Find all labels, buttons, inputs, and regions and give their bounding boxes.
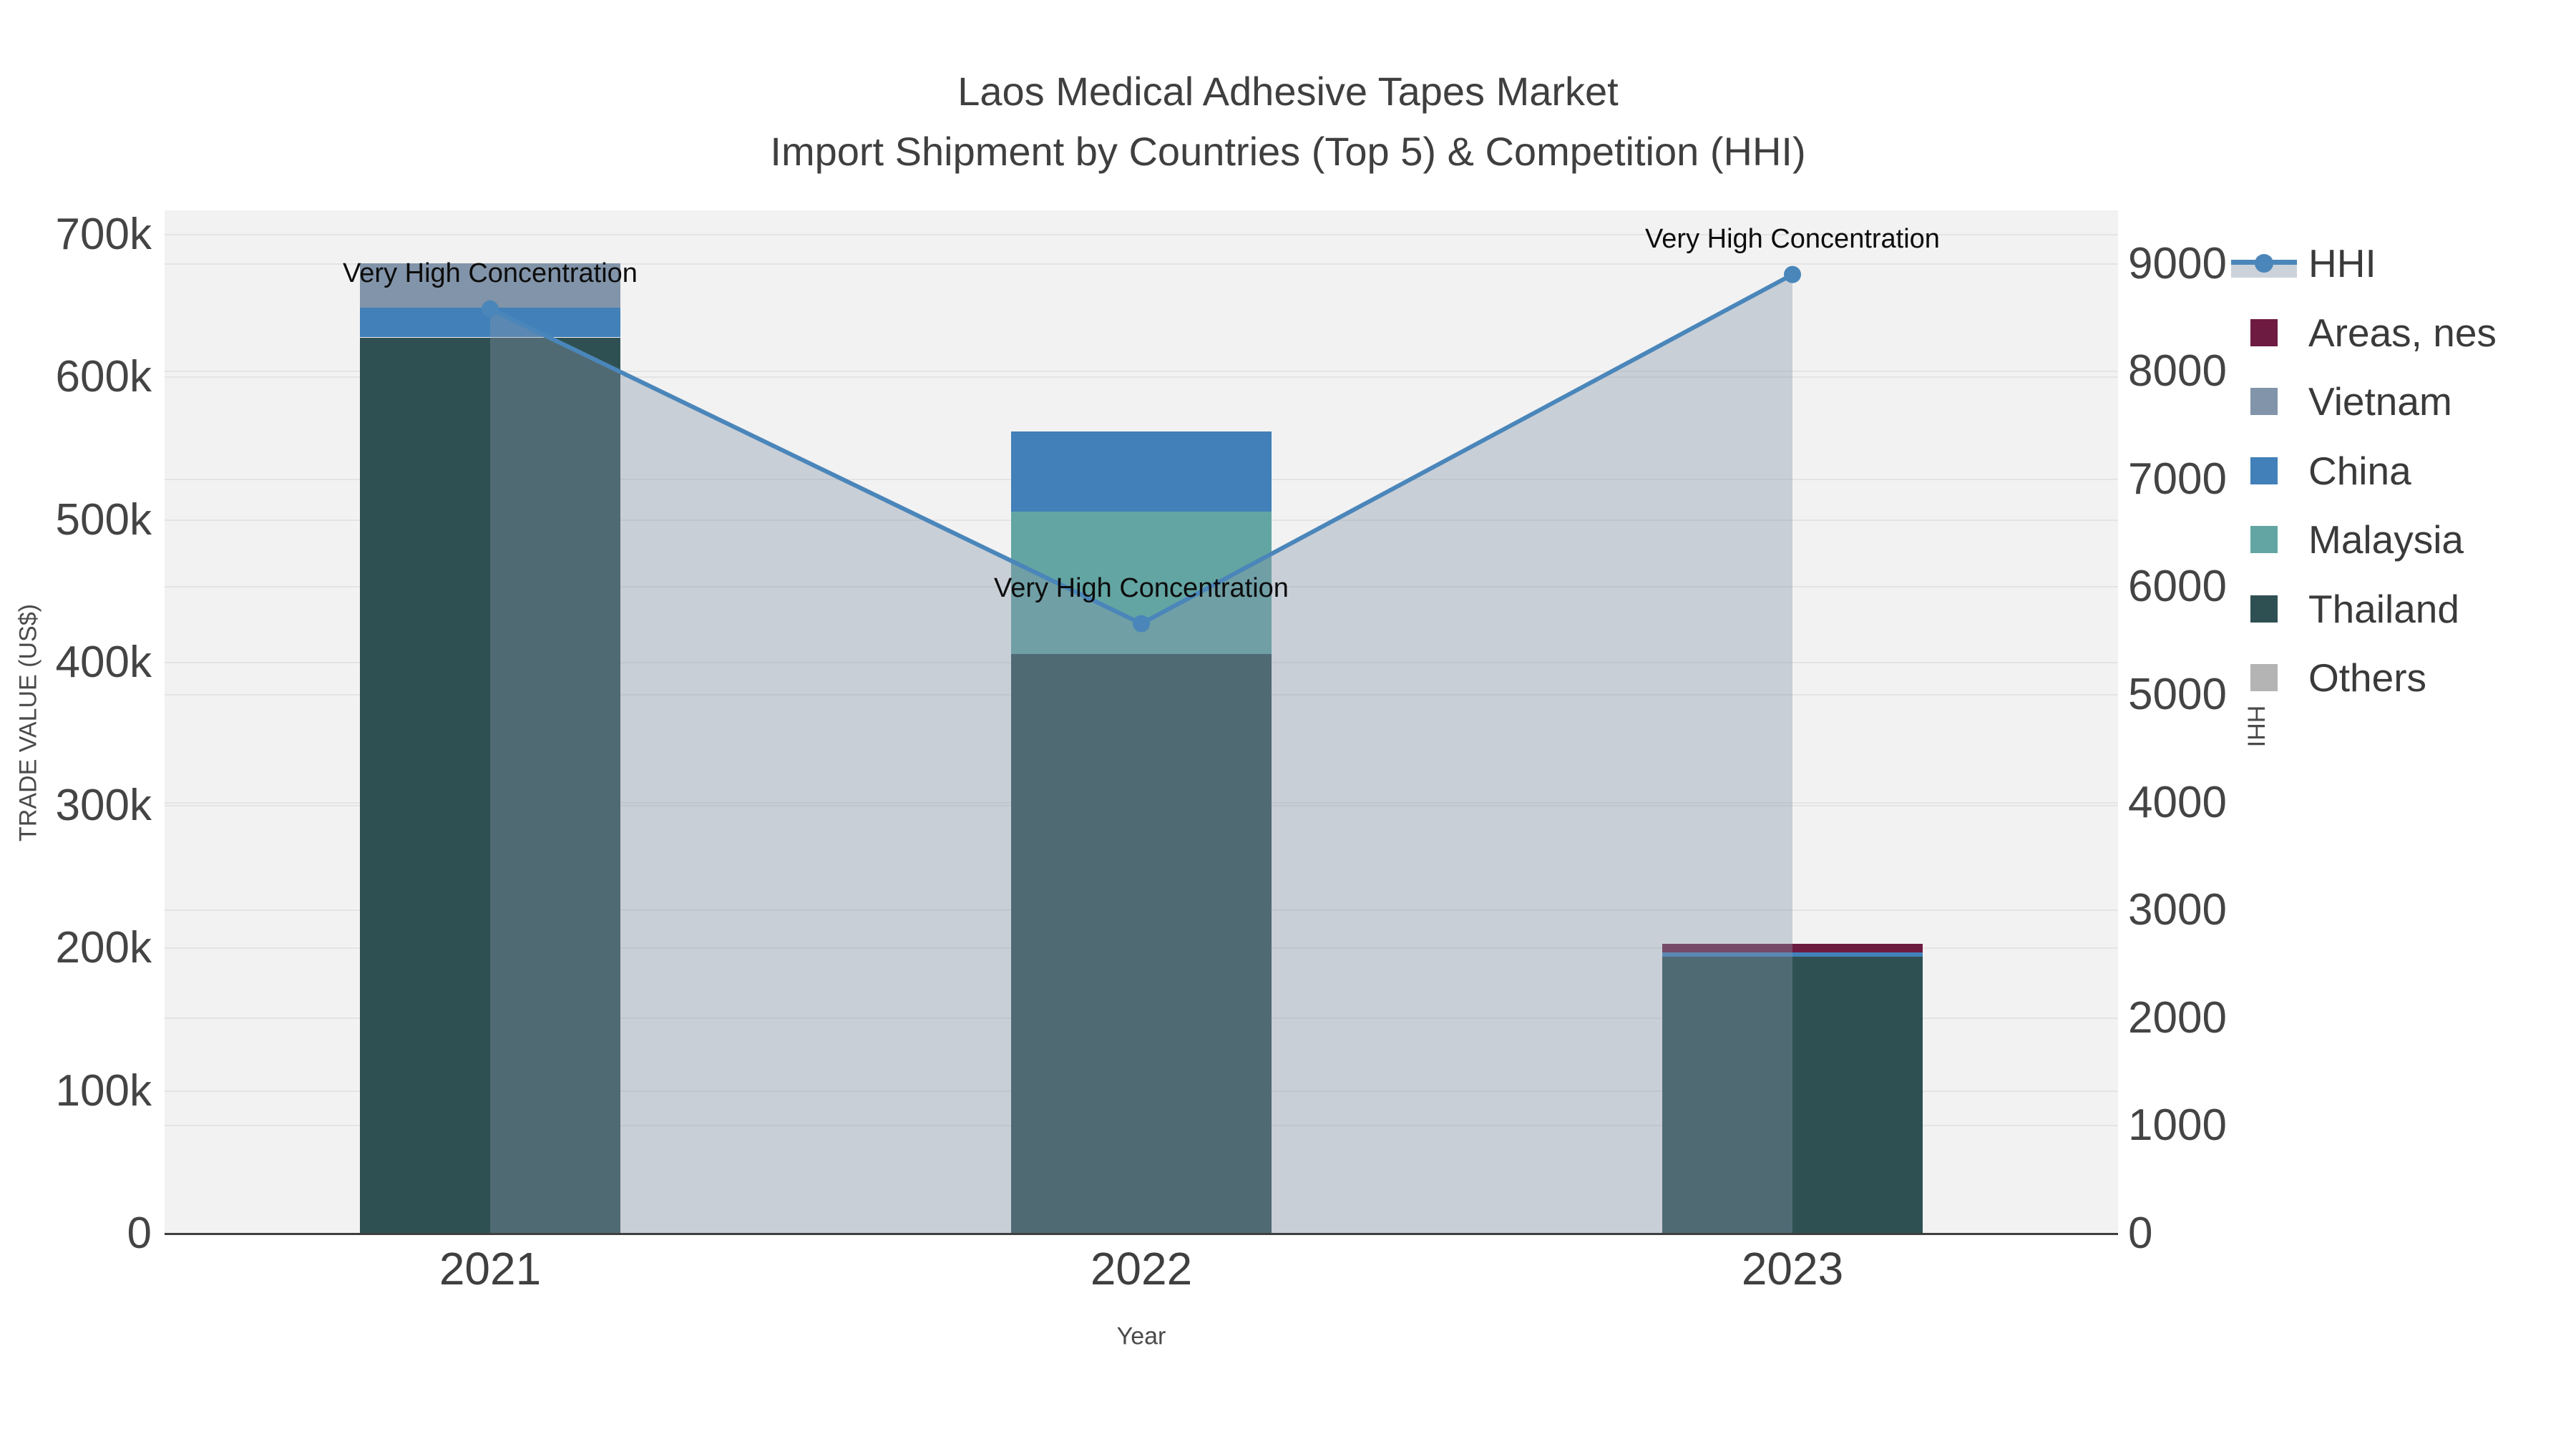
hhi-marker-2022[interactable] [1133, 615, 1150, 633]
hhi-line-layer [482, 265, 1801, 1234]
bar-segment-2022-china[interactable] [1011, 431, 1272, 512]
legend-square-swatch [2250, 526, 2278, 553]
legend-item-china[interactable]: China [2231, 436, 2411, 505]
x-tick-2021: 2021 [439, 1243, 542, 1294]
y2-tick-7000: 7000 [2128, 454, 2227, 504]
bar-segment-2021-thailand[interactable] [360, 337, 620, 1234]
annotation-2022: Very High Concentration [994, 572, 1289, 603]
y-tick-300k: 300k [55, 780, 152, 830]
legend-label: Malaysia [2308, 517, 2464, 562]
legend-color-swatch [2231, 589, 2297, 629]
plot-area: Very High Concentration Very High Concent… [165, 210, 2118, 1234]
y-tick-700k: 700k [55, 209, 152, 259]
hhi-marker-2021[interactable] [482, 300, 499, 318]
legend-color-swatch [2231, 451, 2297, 491]
x-axis-line [165, 1233, 2118, 1235]
bar-segment-2021-vietnam[interactable] [360, 263, 620, 308]
y2-tick-0: 0 [2128, 1209, 2153, 1258]
chart-title-line2: Import Shipment by Countries (Top 5) & C… [770, 129, 1806, 174]
gridline [165, 371, 2118, 373]
y2-tick-8000: 8000 [2128, 346, 2227, 396]
hhi-marker-2023[interactable] [1784, 265, 1801, 283]
legend-item-vietnam[interactable]: Vietnam [2231, 367, 2452, 436]
legend-item-thailand[interactable]: Thailand [2231, 575, 2459, 643]
bar-segment-2023-thailand[interactable] [1662, 957, 1923, 1234]
y2-tick-1000: 1000 [2128, 1101, 2227, 1151]
annotation-2023: Very High Concentration [1645, 223, 1940, 254]
y2-tick-2000: 2000 [2128, 992, 2227, 1043]
legend-line-swatch [2231, 243, 2297, 283]
legend-label: China [2308, 448, 2411, 493]
legend-item-areas-nes[interactable]: Areas, nes [2231, 298, 2497, 367]
x-tick-2023: 2023 [1741, 1243, 1844, 1294]
y-tick-200k: 200k [55, 923, 152, 973]
legend-label: Others [2308, 655, 2427, 700]
bar-segment-2023-areas-nes[interactable] [1662, 944, 1923, 953]
legend-marker-dot [2255, 254, 2273, 273]
legend-label: Thailand [2308, 586, 2459, 631]
gridline [165, 233, 2118, 235]
chart-title: Laos Medical Adhesive Tapes Market Impor… [0, 62, 2576, 182]
y-axis-title: TRADE VALUE (US$) [14, 604, 42, 841]
y-tick-600k: 600k [55, 352, 152, 402]
bar-segment-2023-china[interactable] [1662, 952, 1923, 957]
legend-color-swatch [2231, 658, 2297, 698]
y2-tick-6000: 6000 [2128, 562, 2227, 612]
legend-item-others[interactable]: Others [2231, 643, 2426, 712]
legend-color-swatch [2231, 381, 2297, 421]
y-tick-400k: 400k [55, 638, 152, 688]
legend-color-swatch [2231, 313, 2297, 353]
y2-tick-4000: 4000 [2128, 777, 2227, 827]
annotation-2021: Very High Concentration [343, 258, 638, 288]
legend-item-malaysia[interactable]: Malaysia [2231, 505, 2464, 574]
y-tick-500k: 500k [55, 494, 152, 545]
y2-tick-9000: 9000 [2128, 238, 2227, 288]
legend-square-swatch [2250, 457, 2278, 484]
legend-square-swatch [2250, 595, 2278, 623]
legend-square-swatch [2250, 388, 2278, 415]
legend-item-hhi[interactable]: HHI [2231, 229, 2376, 298]
hhi-area-fill [490, 274, 1792, 1234]
x-axis-title: Year [1116, 1322, 1166, 1350]
legend-label: HHI [2308, 241, 2376, 286]
y2-tick-5000: 5000 [2128, 669, 2227, 719]
gridline [165, 376, 2118, 379]
gridline [165, 263, 2118, 265]
legend-label: Areas, nes [2308, 310, 2497, 355]
y-tick-0: 0 [127, 1209, 152, 1258]
legend-square-swatch [2250, 664, 2278, 691]
legend-label: Vietnam [2308, 379, 2452, 424]
bar-segment-2022-thailand[interactable] [1011, 654, 1272, 1234]
y2-tick-3000: 3000 [2128, 885, 2227, 935]
legend-color-swatch [2231, 519, 2297, 560]
x-tick-2022: 2022 [1090, 1243, 1193, 1294]
chart-title-line1: Laos Medical Adhesive Tapes Market [957, 69, 1619, 114]
y-tick-100k: 100k [55, 1065, 152, 1116]
legend-square-swatch [2250, 318, 2278, 346]
